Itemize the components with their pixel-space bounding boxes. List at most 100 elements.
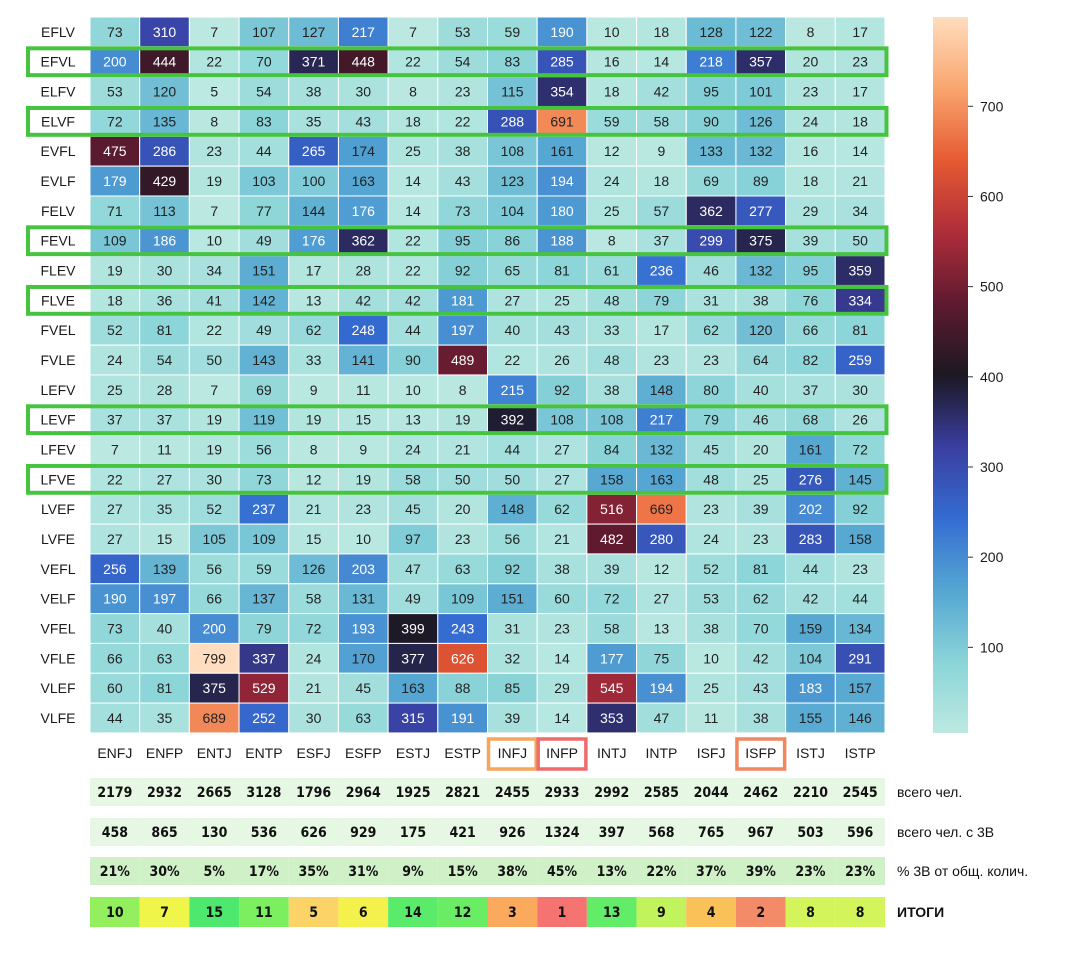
cell-value: 44: [852, 591, 868, 607]
summary-cell-bg: [636, 857, 687, 885]
cell-value: 11: [704, 710, 719, 726]
summary-value: 2992: [594, 785, 629, 801]
cell-value: 56: [505, 531, 521, 547]
heatmap-cell: [536, 523, 588, 555]
cell-value: 19: [455, 412, 471, 428]
cell-value: 25: [554, 292, 570, 308]
summary-value: 4: [707, 905, 716, 921]
cell-value: 190: [550, 24, 574, 40]
cell-value: 15: [157, 531, 173, 547]
cell-value: 27: [554, 442, 570, 458]
heatmap-cell: [139, 165, 190, 197]
colorbar-tick-label: 600: [980, 188, 1004, 204]
cell-value: 33: [604, 322, 620, 338]
cell-value: 18: [654, 173, 670, 189]
cell-value: 10: [206, 233, 222, 249]
summary-value: 2455: [495, 785, 530, 801]
column-label: ISFJ: [697, 745, 726, 761]
summary-value: 1796: [296, 785, 331, 801]
cell-value: 27: [505, 292, 521, 308]
cell-value: 181: [451, 292, 475, 308]
summary-value: 458: [102, 825, 128, 841]
heatmap-cell: [834, 523, 886, 555]
heatmap-cell: [735, 702, 787, 734]
cell-value: 35: [306, 113, 322, 129]
cell-value: 23: [803, 84, 819, 100]
summary-value: 626: [300, 825, 327, 841]
cell-value: 83: [505, 54, 521, 70]
row-label: ELFV: [40, 84, 76, 100]
cell-value: 58: [654, 113, 670, 129]
heatmap-cell: [337, 404, 389, 436]
column-label: ENFP: [146, 745, 183, 761]
summary-value: 2933: [545, 785, 580, 801]
cell-value: 42: [803, 591, 819, 607]
heatmap-cell: [834, 613, 886, 644]
heatmap-cell: [487, 642, 538, 674]
cell-value: 286: [153, 143, 177, 159]
summary-value: 37%: [696, 864, 727, 880]
summary-cell-bg: [437, 818, 488, 846]
cell-value: 25: [405, 143, 421, 159]
cell-value: 62: [753, 591, 769, 607]
cell-value: 43: [355, 113, 371, 129]
cell-value: 28: [355, 263, 371, 279]
heatmap-cell: [586, 702, 638, 734]
heatmap-cell: [387, 374, 439, 406]
cell-value: 45: [703, 442, 719, 458]
cell-value: 25: [107, 382, 123, 398]
summary-value: 39%: [746, 864, 777, 880]
heatmap-cell: [685, 523, 737, 555]
cell-value: 203: [352, 561, 376, 577]
cell-value: 44: [107, 710, 123, 726]
heatmap-cell: [536, 404, 588, 436]
cell-value: 81: [554, 263, 570, 279]
cell-value: 30: [852, 382, 868, 398]
cell-value: 157: [848, 680, 872, 696]
cell-value: 144: [302, 203, 326, 219]
summary-value: 1: [558, 905, 567, 921]
cell-value: 25: [703, 680, 719, 696]
cell-value: 252: [252, 710, 276, 726]
cell-value: 126: [302, 561, 326, 577]
cell-value: 25: [753, 471, 769, 487]
heatmap-cell: [337, 284, 389, 316]
heatmap-cell: [238, 165, 290, 197]
heatmap-cell: [288, 642, 339, 674]
heatmap-cell: [834, 284, 886, 316]
cell-value: 23: [455, 84, 471, 100]
summary-cell-bg: [735, 857, 786, 885]
heatmap-cell: [487, 165, 538, 197]
row-label: EFVL: [40, 54, 75, 70]
cell-value: 22: [405, 263, 421, 279]
summary-value: 45%: [547, 864, 578, 880]
heatmap-cell: [288, 105, 339, 137]
cell-value: 48: [604, 292, 620, 308]
cell-value: 689: [203, 710, 227, 726]
row-highlight-frame: [26, 404, 889, 436]
heatmap-cell: [536, 463, 588, 495]
heatmap-cell: [387, 165, 439, 197]
heatmap-cell: [834, 702, 886, 734]
column-label: ISTP: [845, 745, 876, 761]
cell-value: 22: [505, 352, 521, 368]
column-label: INTP: [645, 745, 677, 761]
cell-value: 174: [352, 143, 376, 159]
heatmap-cell: [735, 255, 787, 286]
heatmap-cell: [685, 642, 737, 674]
summary-cell-bg: [388, 857, 438, 885]
cell-value: 137: [252, 591, 276, 607]
cell-value: 85: [505, 680, 521, 696]
cell-value: 7: [409, 24, 417, 40]
cell-value: 193: [352, 621, 376, 637]
summary-value: 536: [251, 825, 278, 841]
cell-value: 49: [256, 322, 272, 338]
row-label: FLVE: [41, 292, 75, 308]
cell-value: 44: [256, 143, 272, 159]
cell-value: 54: [256, 84, 272, 100]
cell-value: 132: [749, 263, 773, 279]
heatmap-cell: [288, 463, 339, 495]
cell-value: 38: [554, 561, 570, 577]
column-label: ESFJ: [296, 745, 330, 761]
heatmap-cell: [586, 165, 638, 197]
